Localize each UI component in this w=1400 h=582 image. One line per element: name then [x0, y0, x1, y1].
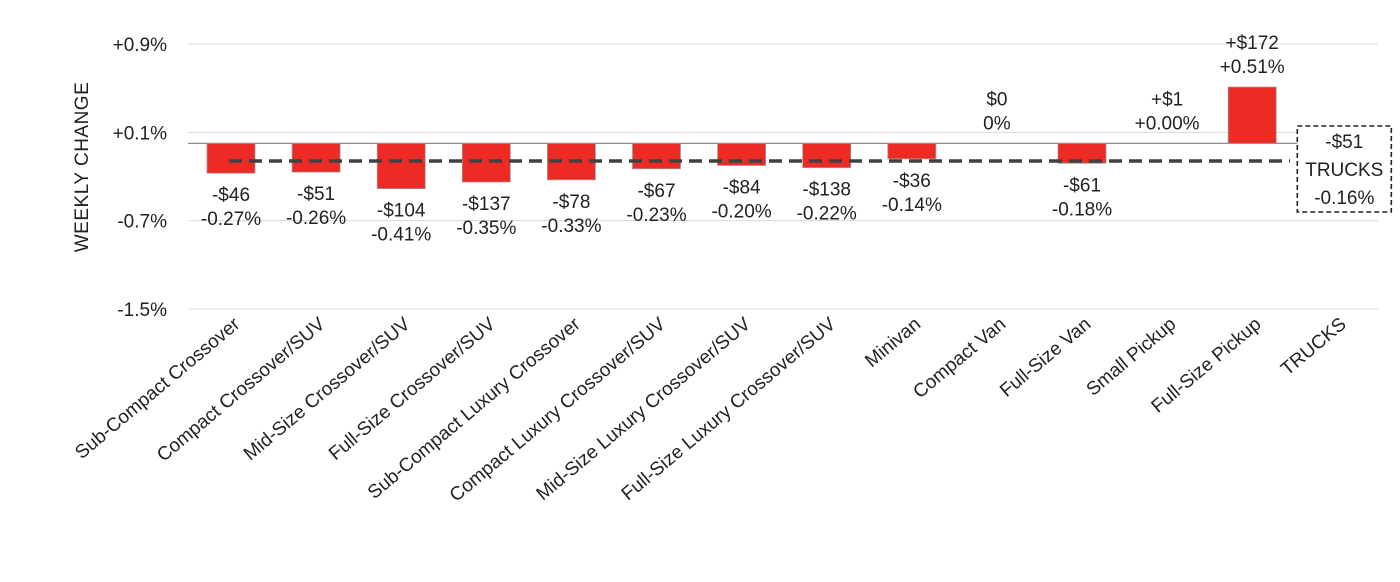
bars	[206, 86, 1277, 190]
bar-label-pct: -0.20%	[711, 201, 771, 222]
bar-label-pct: 0%	[983, 113, 1011, 134]
y-tick-label: +0.9%	[113, 35, 168, 56]
bar-label-dollar: +$1	[1151, 89, 1183, 110]
bar-label-pct: -0.14%	[882, 195, 942, 216]
average-callout-dollar: -$51	[1325, 132, 1363, 153]
bar-label-pct: -0.35%	[456, 218, 516, 239]
bar	[206, 142, 256, 174]
y-axis-title: WEEKLY CHANGE	[72, 82, 93, 253]
bar-label-pct: +0.51%	[1220, 57, 1285, 78]
bar-label-pct: -0.33%	[541, 216, 601, 237]
bar-label-dollar: -$51	[297, 184, 335, 205]
average-callout-box	[1296, 125, 1393, 213]
bar-label-dollar: -$138	[802, 180, 851, 201]
x-category-label: Compact Crossover/SUV	[153, 314, 329, 467]
x-category-label: Mid-Size Crossover/SUV	[240, 314, 415, 465]
bar	[291, 142, 341, 173]
bar-label-dollar: $0	[986, 89, 1007, 110]
x-category-label: Compact Van	[910, 314, 1011, 403]
y-axis-ticks: +0.9% +0.1% -0.7% -1.5%	[113, 35, 168, 321]
x-category-label: Full-Size Van	[996, 314, 1095, 402]
x-category-label: Sub-Compact Crossover	[71, 313, 244, 463]
bar-label-pct: -0.18%	[1052, 199, 1112, 220]
data-labels: -$46 -0.27% -$51 -0.26% -$104 -0.41% -$137 -0.3…	[201, 33, 1285, 246]
bar	[1227, 86, 1277, 144]
bar-label-dollar: -$137	[462, 194, 511, 215]
x-category-label: TRUCKS	[1277, 314, 1350, 380]
y-tick-label: +0.1%	[113, 123, 168, 144]
bar-label-pct: -0.22%	[797, 204, 857, 225]
bar	[376, 142, 426, 190]
bar-label-pct: -0.27%	[201, 209, 261, 230]
bar-label-pct: -0.26%	[286, 208, 346, 229]
bar	[1057, 142, 1107, 164]
gridlines	[188, 43, 1378, 310]
bar-label-dollar: -$61	[1063, 175, 1101, 196]
x-category-label: Full-Size Crossover/SUV	[325, 314, 500, 465]
average-callout-pct: -0.16%	[1314, 188, 1374, 209]
x-category-label: Minivan	[861, 314, 925, 372]
bar-label-dollar: -$78	[552, 192, 590, 213]
average-callout-name: TRUCKS	[1305, 160, 1383, 181]
bar-label-dollar: -$46	[212, 185, 250, 206]
average-callout: -$51 TRUCKS -0.16%	[1296, 125, 1393, 213]
bar	[802, 142, 852, 169]
bar-label-dollar: -$36	[893, 171, 931, 192]
bar-label-dollar: +$172	[1226, 33, 1279, 54]
y-tick-label: -0.7%	[117, 212, 167, 233]
y-tick-label: -1.5%	[117, 300, 167, 321]
bar-label-dollar: -$84	[723, 177, 761, 198]
bar-label-pct: -0.41%	[371, 225, 431, 246]
bar-label-pct: +0.00%	[1135, 113, 1200, 134]
bar-label-dollar: -$104	[377, 201, 426, 222]
bar	[887, 142, 937, 160]
bar-label-dollar: -$67	[637, 181, 675, 202]
bar	[632, 142, 681, 170]
bar-label-pct: -0.23%	[626, 205, 686, 226]
